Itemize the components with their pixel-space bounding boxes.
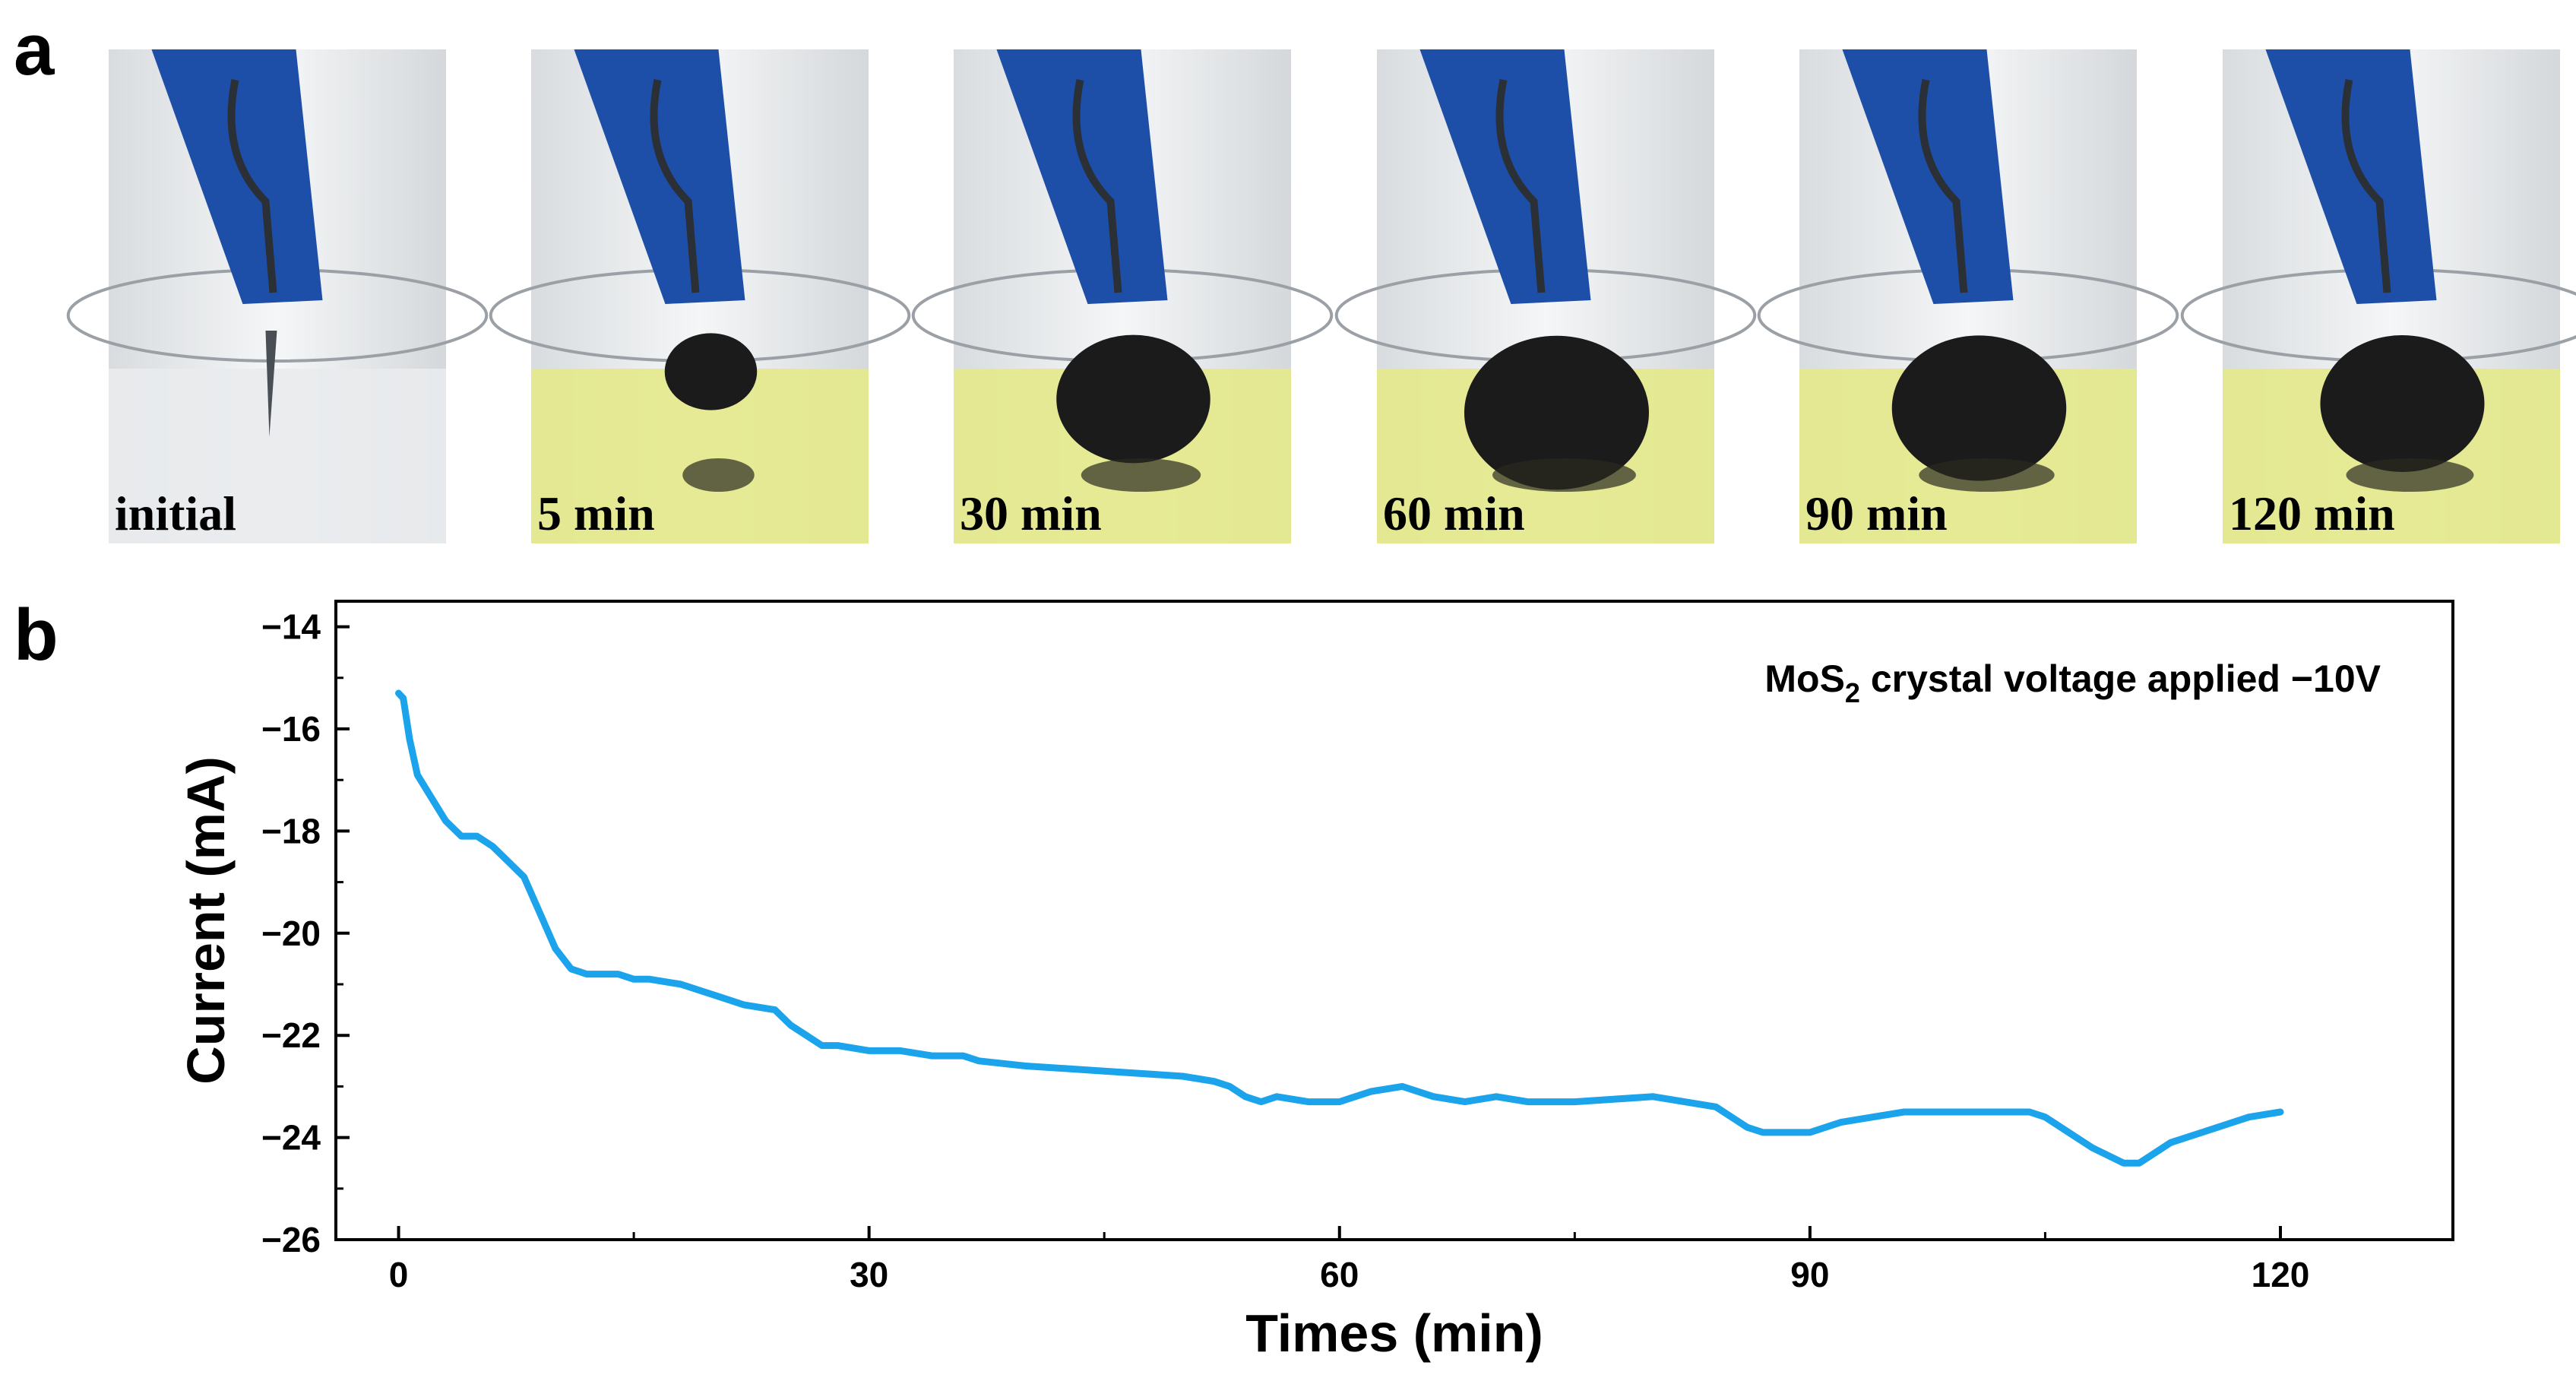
annotation-suffix: crystal voltage applied −10V [1860,657,2381,700]
settled-flakes [682,458,755,492]
photo-label: 30 min [960,486,1102,540]
x-axis-ticks: 0 30 60 90 120 [389,1226,2310,1294]
photo-label: 120 min [2229,486,2395,540]
electrode-clip [574,49,745,304]
electrode-clip [2265,49,2437,304]
clip-jaw [650,79,700,293]
settled-flakes [1081,458,1201,492]
current-vs-time-chart: 0 30 60 90 120 −14 −16 −18 −20 −22 −24 −26 Times (… [176,600,2454,1363]
y-axis-title: Current (mA) [176,756,236,1085]
annotation-subscript: 2 [1845,677,1860,708]
x-tick-label: 120 [2252,1255,2310,1294]
electrode-clip [996,49,1168,304]
current-series-line [395,689,2284,1167]
y-axis-ticks: −14 −16 −18 −20 −22 −24 −26 [261,607,350,1259]
panel-letter-b: b [14,594,59,676]
y-tick-label: −22 [261,1015,321,1055]
clip-jaw [1495,79,1546,293]
exfoliated-mass [1056,334,1210,464]
exfoliated-mass [1464,335,1649,490]
y-tick-label: −26 [261,1220,321,1259]
x-tick-label: 60 [1320,1255,1359,1294]
exfoliated-mass [2320,335,2485,472]
annotation-prefix: MoS [1764,657,1845,700]
x-tick-label: 30 [850,1255,888,1294]
clip-jaw [227,79,277,293]
panel-letter-a: a [14,9,55,90]
chart-annotation: MoS2 crystal voltage applied −10V [1764,657,2381,708]
settled-flakes [2346,458,2474,492]
photo-tile: initial [66,49,489,543]
photo-label: 90 min [1805,486,1948,540]
exfoliated-mass [1891,335,2067,481]
plot-frame [334,600,2454,1241]
x-axis-title: Times (min) [1245,1304,1543,1363]
photo-tile: 60 min [1334,49,1757,543]
exfoliated-mass [664,333,758,410]
settled-flakes [1492,458,1636,492]
y-tick-label: −14 [261,607,321,647]
clip-jaw [1918,79,1968,293]
y-tick-label: −20 [261,914,321,953]
photo-tile: 5 min [489,49,911,543]
electrode-clip [1842,49,2014,304]
photo-tile: 30 min [911,49,1334,543]
electrode-clip [151,49,323,304]
photo-tile: 120 min [2180,49,2576,543]
photo-label: initial [115,486,236,540]
settled-flakes [1919,458,2055,492]
x-tick-label: 90 [1790,1255,1829,1294]
x-tick-label: 0 [389,1255,409,1294]
electrode-clip [1419,49,1591,304]
photo-strip: initial 5 min 30 min 60 min 90 min 120 min [66,49,2576,543]
photo-tile: 90 min [1757,49,2179,543]
solution [109,369,446,543]
clip-jaw [2341,79,2391,293]
clip-jaw [1072,79,1122,293]
photo-label: 60 min [1383,486,1525,540]
y-tick-label: −16 [261,709,321,749]
y-tick-label: −18 [261,811,321,851]
mos2-crystal [265,331,277,437]
photo-label: 5 min [537,486,655,540]
y-tick-label: −24 [261,1118,321,1158]
